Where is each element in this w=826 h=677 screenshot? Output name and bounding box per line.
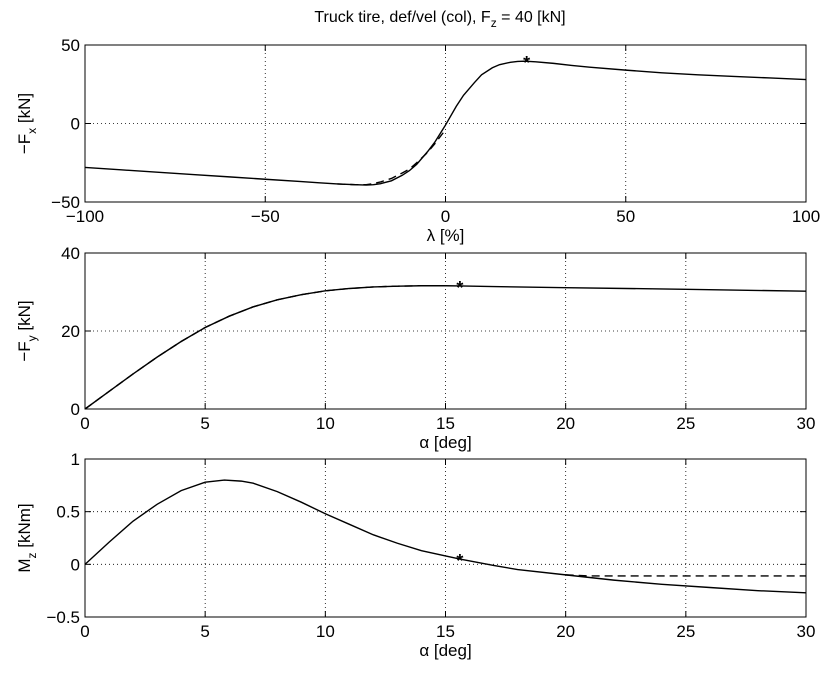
x-tick-label: 15	[436, 414, 455, 433]
figure-title-suffix: = 40 [kN]	[497, 9, 566, 26]
x-tick-label: 10	[316, 622, 335, 641]
x-tick-label: 10	[316, 414, 335, 433]
panel-lateral-force: * 0 5 10 15 20 25 30 0 20 40 α [deg] −Fy [kN]	[15, 244, 815, 452]
x-tick-label: 25	[676, 622, 695, 641]
x-tick-label: 0	[80, 622, 89, 641]
series-line-solid	[84, 479, 807, 594]
x-tick-label: 50	[616, 207, 635, 226]
figure-title: Truck tire, def/vel (col), Fz = 40 [kN]	[314, 9, 565, 30]
y-tick-label: 0	[71, 555, 80, 574]
series-line-solid	[84, 60, 807, 186]
x-axis-label: α [deg]	[419, 433, 471, 452]
x-tick-label: 100	[792, 207, 820, 226]
figure-title-subscript: z	[491, 16, 497, 30]
y-tick-label: −50	[51, 193, 80, 212]
x-tick-label: 30	[797, 622, 816, 641]
figure-title-main: Truck tire, def/vel (col), F	[314, 9, 491, 26]
y-tick-label: 40	[61, 244, 80, 263]
y-tick-label: 1	[71, 450, 80, 469]
series-line-solid	[84, 285, 807, 410]
series-line-dashed	[84, 285, 446, 410]
y-tick-label: 50	[61, 36, 80, 55]
y-tick-label: 0	[71, 115, 80, 134]
x-tick-label: 20	[556, 622, 575, 641]
y-tick-label: −0.5	[46, 608, 80, 627]
x-tick-label: −50	[251, 207, 280, 226]
x-tick-label: 0	[80, 414, 89, 433]
y-tick-label: 20	[61, 322, 80, 341]
x-tick-label: 15	[436, 622, 455, 641]
x-tick-label: 5	[200, 622, 209, 641]
x-axis-label: λ [%]	[427, 226, 465, 245]
x-tick-label: 0	[441, 207, 450, 226]
x-tick-label: 20	[556, 414, 575, 433]
x-axis-label: α [deg]	[419, 641, 471, 660]
x-tick-label: 25	[676, 414, 695, 433]
y-axis-label: Mz [kNm]	[15, 503, 39, 572]
series-line-dashed	[337, 129, 447, 186]
x-tick-label: −100	[66, 207, 104, 226]
x-tick-label: 5	[200, 414, 209, 433]
axes-frame	[84, 458, 807, 618]
peak-marker: *	[456, 551, 463, 571]
y-axis-label: −Fy [kN]	[15, 300, 39, 361]
x-tick-label: 30	[797, 414, 816, 433]
peak-marker: *	[523, 53, 530, 73]
peak-marker: *	[456, 278, 463, 298]
series-line-dashed	[565, 574, 806, 577]
panel-aligning-moment: *0 5 10 15 20 25 30−0.500.51α [deg]Mz [kNm]	[15, 450, 815, 660]
y-tick-label: 0.5	[56, 503, 80, 522]
y-tick-label: 0	[71, 400, 80, 419]
y-axis-label: −Fx [kN]	[15, 93, 39, 154]
